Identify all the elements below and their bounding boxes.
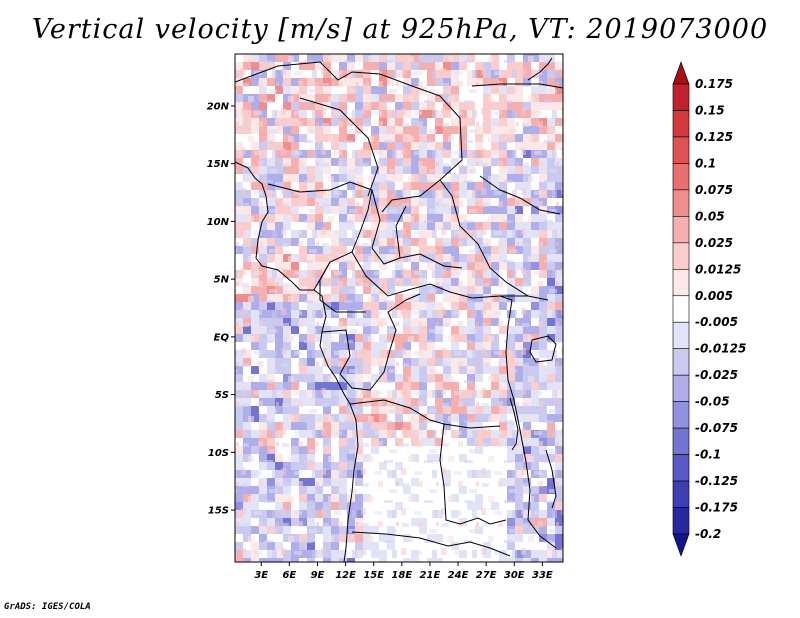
- colorbar-segment: [672, 268, 690, 297]
- colorbar-label: -0.025: [695, 368, 738, 382]
- colorbar-segment: [672, 216, 690, 244]
- lon-tick-label: 3E: [254, 570, 268, 581]
- lat-tick-label: EQ: [214, 332, 230, 343]
- lon-tick-label: 30E: [504, 570, 525, 581]
- colorbar-min-arrow: [672, 533, 690, 557]
- axis-ticks: 20N 15N 10N 5N EQ 5S 10S 15S 3E 6E 9E 12E 15E 18E 21E 2…: [207, 101, 553, 581]
- colorbar-label: 0.15: [695, 103, 725, 117]
- lon-tick-label: 27E: [476, 570, 497, 581]
- colorbar-segment: [672, 110, 690, 138]
- red-sea: [527, 57, 553, 81]
- border-nigeria: [267, 181, 373, 291]
- border-drc-angola: [349, 399, 501, 429]
- border-cameroon: [319, 261, 366, 313]
- lake-victoria: [529, 335, 557, 363]
- colorbar-label: 0.005: [695, 289, 733, 303]
- border-niger-chad: [299, 97, 379, 197]
- colorbar-segment: [672, 480, 690, 508]
- border-east: [499, 295, 557, 549]
- border-misc-2: [395, 205, 407, 259]
- colorbar-segment: [672, 348, 690, 376]
- lat-tick-label: 5N: [214, 275, 230, 286]
- border-angola-zambia: [439, 423, 507, 525]
- colorbar-label: 0.125: [695, 130, 733, 144]
- map-plot-area: [234, 53, 564, 563]
- lon-tick-label: 15E: [363, 570, 384, 581]
- colorbar-segment: [672, 295, 690, 323]
- lat-tick-label: 5S: [215, 390, 229, 401]
- colorbar: 0.175 0.15 0.125 0.1 0.075 0.05 0.025 0.0125 0.0…: [672, 61, 746, 557]
- colorbar-max-arrow: [672, 61, 690, 85]
- country-borders: [235, 57, 563, 562]
- colorbar-segment: [672, 189, 690, 217]
- border-sudan: [439, 179, 549, 301]
- colorbar-segment: [672, 321, 690, 350]
- colorbar-segment: [672, 507, 690, 535]
- colorbar-label: 0.025: [695, 236, 733, 250]
- colorbar-label: -0.2: [695, 527, 721, 541]
- colorbar-label: -0.175: [695, 501, 738, 515]
- lake-malawi: [545, 449, 557, 509]
- colorbar-label: 0.175: [695, 77, 733, 91]
- lon-tick-label: 33E: [532, 570, 553, 581]
- colorbar-segment: [672, 401, 690, 429]
- map-title: Vertical velocity [m/s] at 925hPa, VT: 2…: [31, 14, 769, 45]
- border-car-south: [351, 251, 528, 299]
- border-gabon-congo: [321, 311, 397, 391]
- lat-tick-label: 15S: [208, 506, 229, 517]
- colorbar-segment: [672, 163, 690, 191]
- colorbar-label: -0.005: [695, 315, 738, 329]
- colorbar-label: -0.1: [695, 448, 721, 462]
- colorbar-segment: [672, 83, 690, 111]
- credit-label: GrADS: IGES/COLA: [4, 602, 91, 612]
- colorbar-segment: [672, 374, 690, 402]
- colorbar-label: -0.0125: [695, 342, 746, 356]
- lon-tick-label: 12E: [335, 570, 356, 581]
- lon-tick-label: 24E: [448, 570, 469, 581]
- border-misc-1: [479, 175, 561, 215]
- colorbar-label: 0.1: [695, 156, 716, 170]
- coastline-west: [235, 161, 359, 562]
- lat-tick-label: 10S: [208, 448, 229, 459]
- colorbar-segment: [672, 242, 690, 270]
- colorbar-label: 0.05: [695, 209, 725, 223]
- lake-tanganyika: [509, 397, 519, 451]
- lon-tick-label: 9E: [311, 570, 325, 581]
- border-angola-namibia: [351, 531, 511, 557]
- lon-tick-label: 18E: [391, 570, 412, 581]
- border-chad-south: [371, 189, 463, 269]
- colorbar-label: 0.075: [695, 183, 733, 197]
- lat-tick-label: 15N: [207, 159, 230, 170]
- colorbar-label: 0.0125: [695, 262, 741, 276]
- lat-tick-label: 20N: [207, 101, 230, 112]
- colorbar-label: -0.05: [695, 395, 730, 409]
- lat-tick-label: 10N: [207, 217, 230, 228]
- border-drc-north: [387, 293, 421, 313]
- border-sahara-north: [235, 61, 463, 213]
- colorbar-label: -0.075: [695, 421, 738, 435]
- colorbar-label: -0.125: [695, 474, 738, 488]
- colorbar-segment: [672, 136, 690, 164]
- lon-tick-label: 21E: [420, 570, 441, 581]
- colorbar-segment: [672, 427, 690, 455]
- border-ethiopia: [471, 83, 563, 89]
- colorbar-segment: [672, 454, 690, 482]
- lon-tick-label: 6E: [282, 570, 296, 581]
